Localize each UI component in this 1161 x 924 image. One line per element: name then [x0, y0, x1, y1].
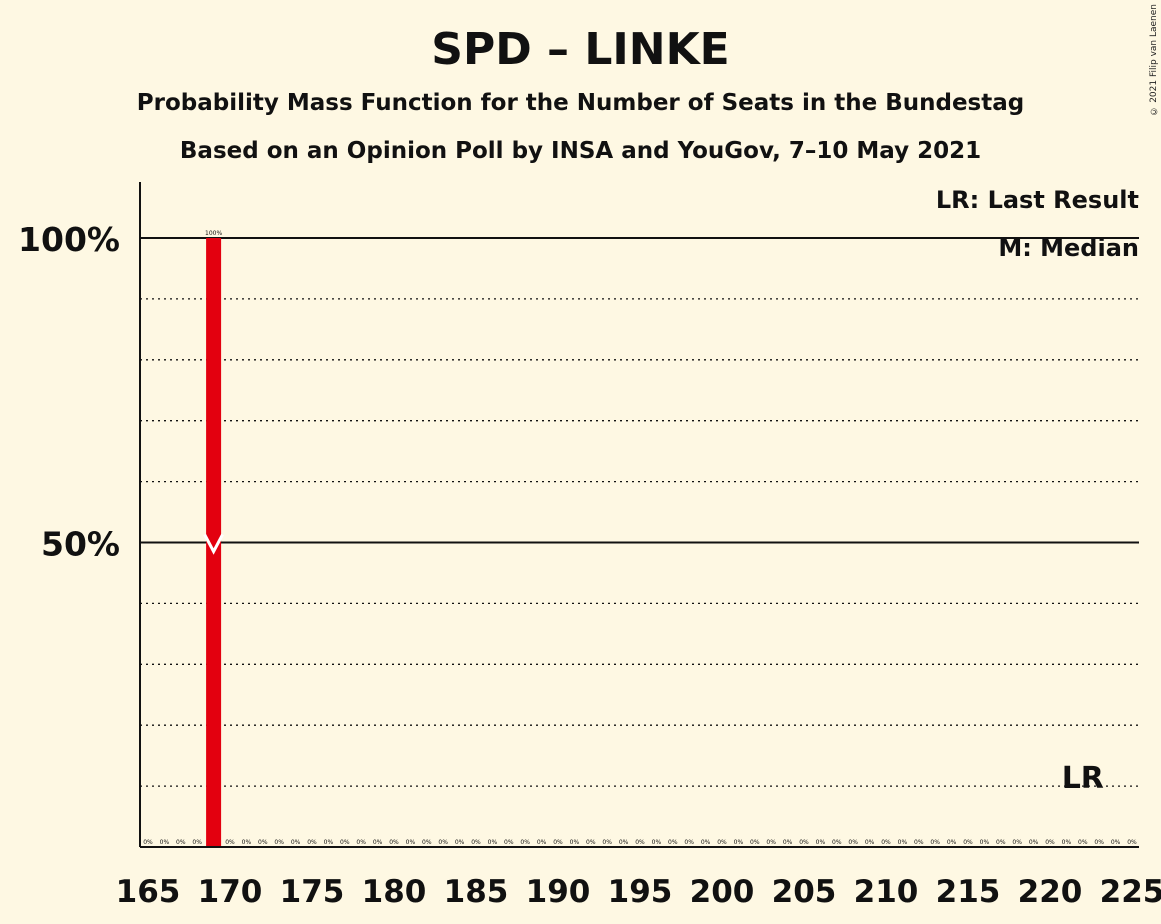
- bar-label-219: 0%: [1029, 839, 1039, 846]
- bar-label-225: 0%: [1127, 839, 1137, 846]
- bar-label-179: 0%: [373, 839, 383, 846]
- bar-label-211: 0%: [898, 839, 908, 846]
- bar-label-190: 0%: [553, 839, 563, 846]
- bar-label-206: 0%: [816, 839, 826, 846]
- bar-label-223: 0%: [1094, 839, 1104, 846]
- bar-label-168: 0%: [192, 839, 202, 846]
- chart-title: SPD – LINKE: [431, 24, 730, 75]
- bar-label-213: 0%: [930, 839, 940, 846]
- bar-label-197: 0%: [668, 839, 678, 846]
- bar-label-194: 0%: [619, 839, 629, 846]
- gridlines: [140, 237, 1139, 787]
- x-tick-label-185: 185: [444, 874, 509, 910]
- bar-label-173: 0%: [274, 839, 284, 846]
- bar-label-199: 0%: [701, 839, 711, 846]
- bar-label-205: 0%: [799, 839, 809, 846]
- bar-label-169: 100%: [205, 230, 222, 237]
- bar-label-165: 0%: [143, 839, 153, 846]
- bar-label-207: 0%: [832, 839, 842, 846]
- bar-label-186: 0%: [488, 839, 498, 846]
- bar-label-183: 0%: [438, 839, 448, 846]
- bar-label-218: 0%: [1012, 839, 1022, 846]
- tick-labels: 165 170 175 180 185 190 195 200 205 210 215 220 225 5…: [18, 220, 1161, 910]
- bar-label-170: 0%: [225, 839, 235, 846]
- bar-label-192: 0%: [586, 839, 596, 846]
- x-tick-label-165: 165: [116, 874, 181, 910]
- bar-label-198: 0%: [684, 839, 694, 846]
- x-tick-label-225: 225: [1100, 874, 1161, 910]
- bar-label-220: 0%: [1045, 839, 1055, 846]
- bar-label-201: 0%: [734, 839, 744, 846]
- x-tick-label-205: 205: [772, 874, 837, 910]
- y-tick-label-100: 100%: [18, 220, 120, 259]
- legend-last-result: LR: Last Result: [935, 186, 1139, 214]
- bar-label-185: 0%: [471, 839, 481, 846]
- bar-label-166: 0%: [160, 839, 170, 846]
- axes: [139, 182, 1139, 848]
- bar-label-172: 0%: [258, 839, 268, 846]
- bar-label-195: 0%: [635, 839, 645, 846]
- bar-label-222: 0%: [1078, 839, 1088, 846]
- bar-label-208: 0%: [848, 839, 858, 846]
- x-tick-label-190: 190: [526, 874, 591, 910]
- bar-labels: 0% 0% 0% 0% 100% 0% 0% 0% 0% 0% 0% 0% 0% 0% 0% 0% 0% 0% 0%…: [143, 230, 1137, 846]
- median-marker: [203, 533, 224, 555]
- bar-label-217: 0%: [996, 839, 1006, 846]
- bar-label-196: 0%: [652, 839, 662, 846]
- bar-label-177: 0%: [340, 839, 350, 846]
- bar-label-203: 0%: [766, 839, 776, 846]
- bar-label-174: 0%: [291, 839, 301, 846]
- bar-169: [206, 238, 222, 847]
- bar-label-209: 0%: [865, 839, 875, 846]
- x-tick-label-175: 175: [280, 874, 345, 910]
- x-tick-label-200: 200: [690, 874, 755, 910]
- bar-label-184: 0%: [455, 839, 465, 846]
- x-tick-label-180: 180: [362, 874, 427, 910]
- bar-label-188: 0%: [520, 839, 530, 846]
- bar-label-214: 0%: [947, 839, 957, 846]
- bar-label-215: 0%: [963, 839, 973, 846]
- bar-label-212: 0%: [914, 839, 924, 846]
- markers: LR: [203, 533, 1104, 796]
- bar-label-191: 0%: [570, 839, 580, 846]
- bar-label-178: 0%: [356, 839, 366, 846]
- bar-label-167: 0%: [176, 839, 186, 846]
- bar-label-202: 0%: [750, 839, 760, 846]
- bar-label-193: 0%: [602, 839, 612, 846]
- bar-label-210: 0%: [881, 839, 891, 846]
- bar-label-187: 0%: [504, 839, 514, 846]
- bar-label-224: 0%: [1111, 839, 1121, 846]
- y-tick-label-50: 50%: [41, 525, 120, 564]
- legend-median: M: Median: [998, 234, 1139, 262]
- chart-subtitle: Probability Mass Function for the Number…: [136, 90, 1025, 116]
- chart-source-subtitle: Based on an Opinion Poll by INSA and You…: [179, 138, 982, 164]
- bar-label-180: 0%: [389, 839, 399, 846]
- bars: [206, 238, 222, 847]
- x-tick-label-195: 195: [608, 874, 673, 910]
- bar-label-171: 0%: [242, 839, 252, 846]
- bar-label-221: 0%: [1062, 839, 1072, 846]
- bar-label-176: 0%: [324, 839, 334, 846]
- last-result-marker: LR: [1062, 761, 1104, 796]
- x-tick-label-170: 170: [198, 874, 263, 910]
- bar-label-216: 0%: [980, 839, 990, 846]
- bar-label-181: 0%: [406, 839, 416, 846]
- bar-label-175: 0%: [307, 839, 317, 846]
- x-tick-label-215: 215: [936, 874, 1001, 910]
- x-tick-label-220: 220: [1018, 874, 1083, 910]
- bar-label-189: 0%: [537, 839, 547, 846]
- x-tick-label-210: 210: [854, 874, 919, 910]
- bar-label-200: 0%: [717, 839, 727, 846]
- bar-label-204: 0%: [783, 839, 793, 846]
- bar-label-182: 0%: [422, 839, 432, 846]
